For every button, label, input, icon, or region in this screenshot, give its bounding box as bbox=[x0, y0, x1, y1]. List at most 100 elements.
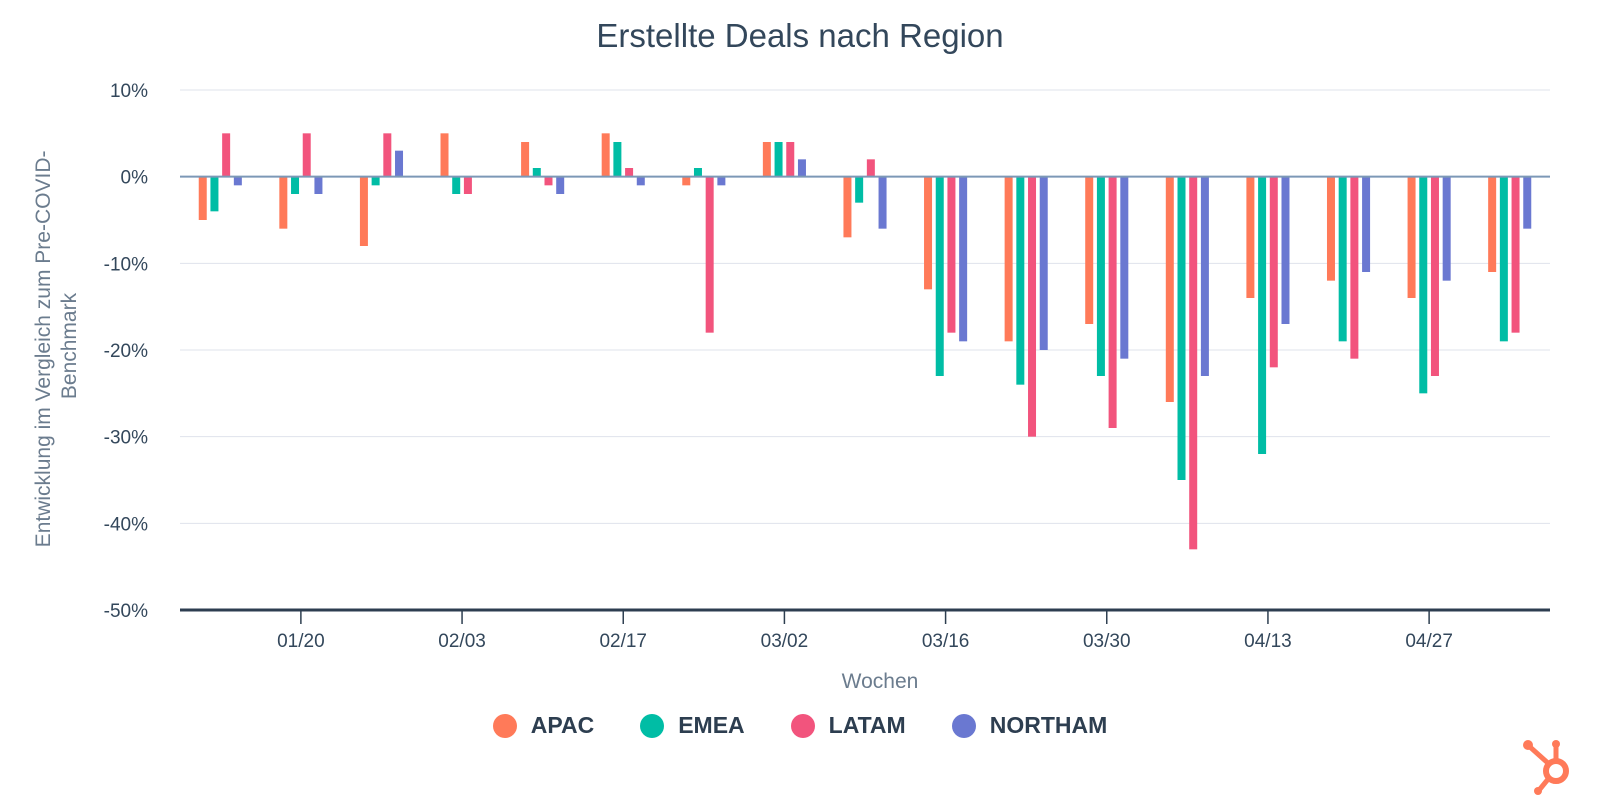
y-tick-label: -20% bbox=[104, 341, 148, 362]
bar-emea bbox=[1016, 176, 1025, 385]
y-tick-label: 10% bbox=[110, 81, 148, 102]
bar-apac bbox=[682, 176, 691, 186]
bar-latam bbox=[1269, 176, 1278, 368]
bar-apac bbox=[1326, 176, 1335, 281]
legend-item-latam[interactable]: LATAM bbox=[790, 712, 906, 739]
legend-swatch bbox=[951, 713, 976, 738]
bar-emea bbox=[855, 176, 864, 203]
bar-emea bbox=[371, 176, 380, 186]
bar-apac bbox=[762, 142, 771, 177]
bar-emea bbox=[1338, 176, 1347, 342]
y-tick-label: -50% bbox=[104, 601, 148, 622]
bar-latam bbox=[302, 133, 311, 177]
y-axis-title-line-1: Entwicklung im Vergleich zum Pre-COVID- bbox=[32, 151, 55, 548]
bar-emea bbox=[1258, 176, 1267, 454]
bar-emea bbox=[1499, 176, 1508, 342]
bar-apac bbox=[924, 176, 933, 290]
bar-apac bbox=[359, 176, 368, 246]
bar-latam bbox=[1511, 176, 1520, 333]
bar-apac bbox=[1004, 176, 1013, 342]
bar-northam bbox=[1120, 176, 1129, 359]
bar-latam bbox=[1350, 176, 1359, 359]
bar-latam bbox=[222, 133, 231, 177]
bar-apac bbox=[1085, 176, 1094, 324]
bar-apac bbox=[1246, 176, 1255, 298]
bar-latam bbox=[866, 159, 875, 177]
bar-emea bbox=[613, 142, 622, 177]
bar-northam bbox=[1200, 176, 1209, 376]
x-tick-label: 02/17 bbox=[599, 631, 647, 652]
bar-latam bbox=[383, 133, 392, 177]
y-axis-title-line-2: Benchmark bbox=[58, 292, 81, 399]
bar-apac bbox=[440, 133, 449, 177]
x-axis-title: Wochen bbox=[842, 670, 919, 693]
y-axis-ticks: 10% 0% -10% -20% -30% -40% -50% bbox=[104, 81, 148, 622]
bar-latam bbox=[947, 176, 956, 333]
bar-apac bbox=[521, 142, 530, 177]
bar-chart: Erstellte Deals nach Region 10% 0% -10% -20… bbox=[32, 17, 1550, 693]
bar-latam bbox=[705, 176, 714, 333]
x-tick-label: 02/03 bbox=[438, 631, 486, 652]
bar-northam bbox=[797, 159, 806, 177]
bar-latam bbox=[1028, 176, 1037, 437]
bar-northam bbox=[395, 150, 404, 177]
bar-emea bbox=[210, 176, 219, 212]
bar-emea bbox=[1419, 176, 1428, 394]
bar-northam bbox=[878, 176, 887, 229]
bar-apac bbox=[279, 176, 288, 229]
x-tick-label: 03/30 bbox=[1083, 631, 1131, 652]
legend-item-emea[interactable]: EMEA bbox=[640, 712, 745, 739]
bar-northam bbox=[1039, 176, 1048, 350]
legend-swatch bbox=[790, 713, 815, 738]
bar-latam bbox=[625, 168, 634, 177]
legend: APAC EMEA LATAM NORTHAM bbox=[0, 712, 1600, 739]
bar-northam bbox=[1523, 176, 1532, 229]
bar-northam bbox=[959, 176, 968, 342]
legend-item-apac[interactable]: APAC bbox=[492, 712, 595, 739]
y-tick-label: 0% bbox=[121, 168, 149, 189]
bar-northam bbox=[1281, 176, 1290, 324]
bar-northam bbox=[1362, 176, 1371, 272]
bar-northam bbox=[556, 176, 565, 194]
bar-latam bbox=[1189, 176, 1198, 550]
bar-northam bbox=[717, 176, 726, 186]
bar-northam bbox=[1442, 176, 1451, 281]
y-axis-title: Entwicklung im Vergleich zum Pre-COVID- … bbox=[32, 145, 81, 548]
bar-emea bbox=[291, 176, 300, 194]
bar-northam bbox=[233, 176, 242, 186]
grid-lines bbox=[180, 89, 1550, 524]
legend-label: LATAM bbox=[828, 712, 906, 738]
y-tick-label: -40% bbox=[104, 514, 148, 535]
bar-emea bbox=[1096, 176, 1105, 376]
bar-apac bbox=[601, 133, 610, 177]
x-tick-label: 01/20 bbox=[277, 631, 325, 652]
x-tick-label: 04/13 bbox=[1244, 631, 1292, 652]
bar-emea bbox=[935, 176, 944, 376]
bar-latam bbox=[463, 176, 472, 194]
axes bbox=[180, 175, 1550, 612]
legend-swatch bbox=[640, 713, 665, 738]
bar-emea bbox=[774, 142, 783, 177]
legend-label: EMEA bbox=[678, 712, 745, 738]
bar-apac bbox=[1488, 176, 1497, 272]
bars bbox=[198, 133, 1532, 550]
bar-emea bbox=[693, 168, 702, 177]
chart-title: Erstellte Deals nach Region bbox=[596, 17, 1003, 54]
hubspot-sprocket-icon bbox=[1523, 740, 1569, 795]
x-tick-label: 03/02 bbox=[761, 631, 809, 652]
bar-northam bbox=[636, 176, 645, 186]
legend-swatch bbox=[492, 713, 517, 738]
x-axis-ticks: 01/20 02/03 02/17 03/02 03/16 03/30 04/13 04/27 bbox=[277, 610, 1453, 652]
x-tick-label: 03/16 bbox=[922, 631, 970, 652]
bar-apac bbox=[198, 176, 207, 220]
y-tick-label: -10% bbox=[104, 254, 148, 275]
legend-item-northam[interactable]: NORTHAM bbox=[951, 712, 1107, 739]
bar-apac bbox=[843, 176, 852, 238]
bar-emea bbox=[1177, 176, 1186, 480]
bar-northam bbox=[314, 176, 323, 194]
bar-apac bbox=[1407, 176, 1416, 298]
y-tick-label: -30% bbox=[104, 428, 148, 449]
legend-label: APAC bbox=[530, 712, 595, 738]
bar-latam bbox=[1108, 176, 1117, 428]
bar-latam bbox=[1430, 176, 1439, 376]
